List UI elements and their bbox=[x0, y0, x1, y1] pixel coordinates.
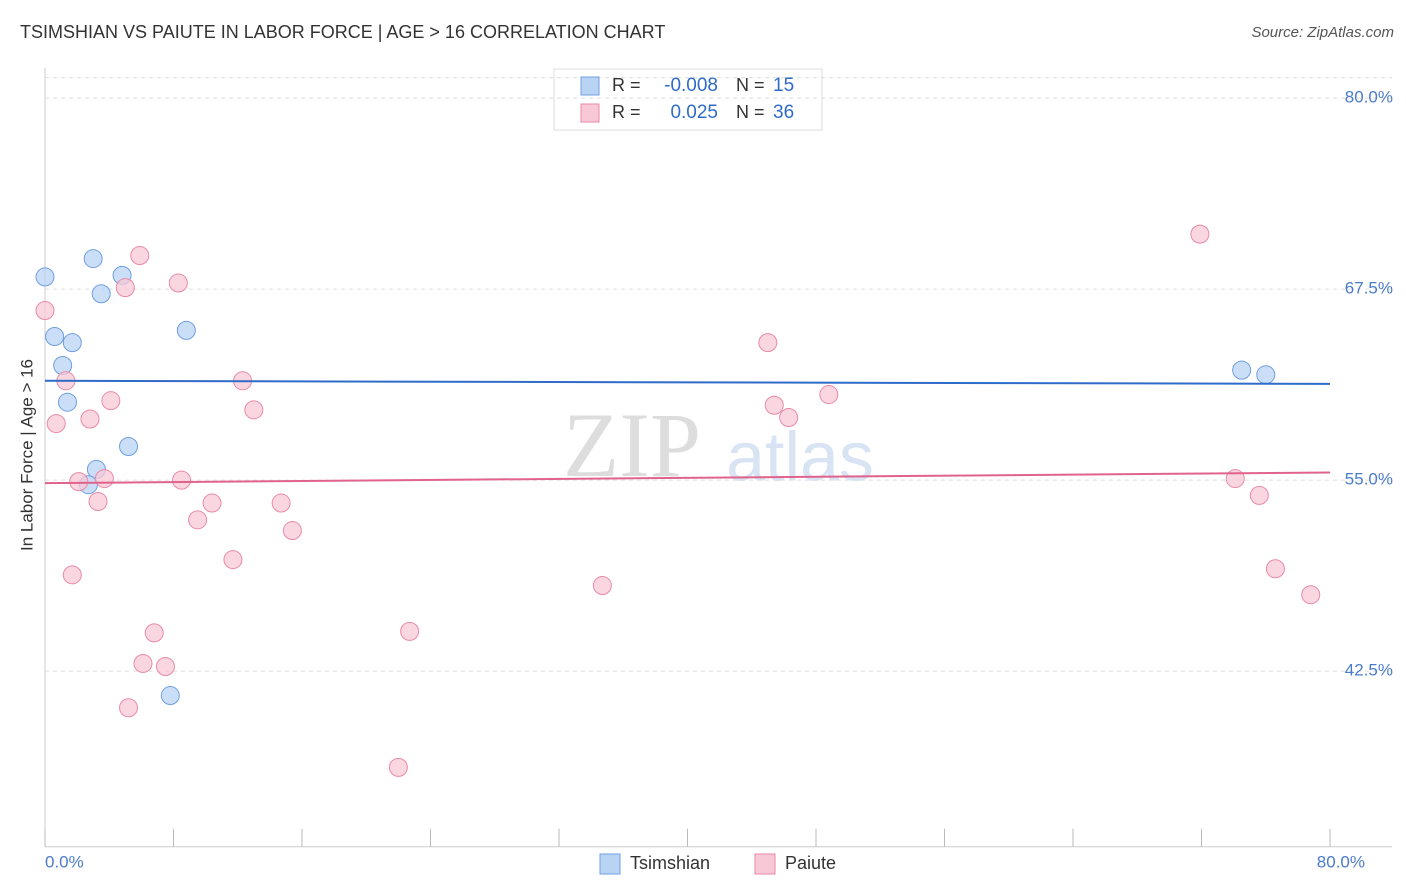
legend-label: R = bbox=[612, 75, 641, 95]
point bbox=[188, 510, 208, 530]
point bbox=[1301, 585, 1321, 605]
legend-label: Paiute bbox=[785, 853, 836, 873]
point bbox=[223, 550, 243, 570]
point bbox=[130, 246, 150, 266]
legend-label: R = bbox=[612, 102, 641, 122]
point bbox=[1190, 224, 1210, 244]
y-tick-label: 80.0% bbox=[1345, 88, 1393, 107]
point bbox=[1232, 360, 1252, 380]
point bbox=[271, 493, 291, 513]
x-tick-label: 0.0% bbox=[45, 852, 84, 871]
point bbox=[144, 623, 164, 643]
point bbox=[133, 653, 153, 673]
legend-swatch bbox=[580, 76, 600, 96]
watermark: atlas bbox=[726, 417, 874, 495]
point bbox=[119, 698, 139, 718]
point bbox=[764, 395, 784, 415]
point bbox=[35, 301, 55, 321]
point bbox=[45, 327, 65, 347]
legend-value: 15 bbox=[773, 75, 794, 96]
point bbox=[46, 414, 66, 434]
point bbox=[172, 470, 192, 490]
point bbox=[160, 686, 180, 706]
point bbox=[69, 472, 89, 492]
point bbox=[57, 392, 77, 412]
chart-title: TSIMSHIAN VS PAIUTE IN LABOR FORCE | AGE… bbox=[20, 22, 665, 42]
point bbox=[202, 493, 222, 513]
legend-label: N = bbox=[736, 75, 765, 95]
point bbox=[244, 400, 264, 420]
point bbox=[819, 385, 839, 405]
legend-swatch bbox=[580, 103, 600, 123]
point bbox=[101, 391, 121, 411]
legend-value: 0.025 bbox=[670, 102, 718, 123]
y-tick-label: 67.5% bbox=[1345, 279, 1393, 298]
y-axis-label: In Labor Force | Age > 16 bbox=[17, 359, 36, 551]
watermark: ZIP bbox=[563, 394, 701, 496]
point bbox=[62, 333, 82, 353]
point bbox=[592, 576, 612, 596]
point bbox=[168, 273, 188, 293]
point bbox=[1249, 485, 1269, 505]
trend-line bbox=[44, 471, 1331, 485]
point bbox=[35, 267, 55, 287]
point bbox=[119, 437, 139, 457]
point bbox=[176, 320, 196, 340]
legend-swatch bbox=[599, 853, 621, 875]
point bbox=[91, 284, 111, 304]
point bbox=[1265, 559, 1285, 579]
point bbox=[94, 469, 114, 489]
point bbox=[62, 565, 82, 585]
point bbox=[400, 621, 420, 641]
legend-value: -0.008 bbox=[664, 75, 718, 96]
legend-label: Tsimshian bbox=[630, 853, 710, 873]
point bbox=[88, 492, 108, 512]
trend-line bbox=[44, 379, 1331, 385]
point bbox=[83, 249, 103, 269]
point bbox=[155, 657, 175, 677]
y-tick-label: 42.5% bbox=[1345, 661, 1393, 680]
source: Source: ZipAtlas.com bbox=[1251, 24, 1394, 41]
point bbox=[779, 407, 799, 427]
legend-value: 36 bbox=[773, 102, 794, 123]
legend-label: N = bbox=[736, 102, 765, 122]
point bbox=[80, 409, 100, 429]
point bbox=[1256, 365, 1276, 385]
point bbox=[115, 278, 135, 298]
legend-swatch bbox=[754, 853, 776, 875]
point bbox=[282, 521, 302, 541]
point bbox=[388, 757, 408, 777]
x-tick-label: 80.0% bbox=[1317, 852, 1365, 871]
point bbox=[758, 333, 778, 353]
y-tick-label: 55.0% bbox=[1345, 470, 1393, 489]
